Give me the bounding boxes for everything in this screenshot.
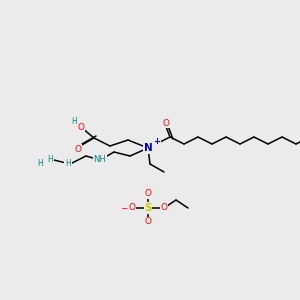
Text: −: − <box>120 203 128 212</box>
Text: H: H <box>37 160 43 169</box>
Text: O: O <box>163 118 170 127</box>
Text: O: O <box>145 218 152 226</box>
Text: H: H <box>65 160 71 169</box>
Text: H: H <box>47 155 53 164</box>
Text: +: + <box>154 137 160 146</box>
Text: S: S <box>144 203 152 213</box>
Text: NH: NH <box>94 155 106 164</box>
Text: O: O <box>77 122 85 131</box>
Text: H: H <box>71 118 77 127</box>
Text: O: O <box>74 145 82 154</box>
Text: N: N <box>144 143 152 153</box>
Text: O: O <box>145 190 152 199</box>
Text: O: O <box>160 203 167 212</box>
Text: O: O <box>128 203 136 212</box>
